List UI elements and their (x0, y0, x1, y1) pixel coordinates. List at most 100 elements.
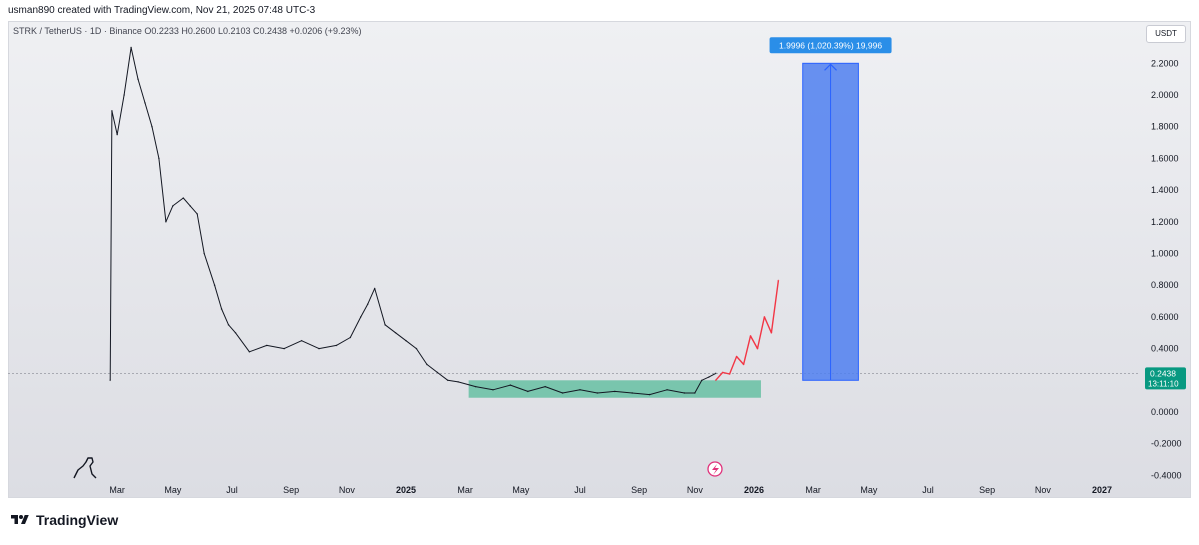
symbol-legend: STRK / TetherUS · 1D · Binance O0.2233 H… (13, 26, 362, 36)
x-tick-label: Nov (1035, 485, 1052, 495)
price-series-line-point (648, 393, 651, 396)
price-series-line-point (227, 324, 230, 326)
price-series-line-point (283, 347, 286, 350)
price-series-line-point (457, 381, 460, 383)
price-series-line-point (394, 331, 397, 334)
price-series-line-point (203, 252, 205, 255)
target-label-bg (769, 37, 892, 54)
price-series-line-point (579, 389, 581, 391)
projection-line-point (777, 279, 780, 282)
price-series-line-point (405, 339, 407, 342)
price-series-line-point (694, 392, 696, 394)
price-series-line-point (318, 347, 320, 350)
accumulation-range-box[interactable] (468, 380, 761, 398)
price-series-line (109, 47, 716, 396)
dinosaur-icon (73, 457, 97, 479)
price-series-line-point (544, 385, 546, 388)
projection-line (715, 280, 780, 381)
x-tick-label: May (164, 485, 182, 495)
price-series-line-point (509, 384, 512, 386)
price-series-line-point (384, 324, 386, 326)
price-series-line-point (130, 46, 132, 49)
price-series-line-point (111, 110, 113, 112)
price-series-line-point (614, 390, 616, 393)
price-series-line-point (182, 197, 185, 199)
price-series-line-point (109, 379, 111, 382)
price-series-line-point (116, 133, 118, 136)
x-tick-label: 2026 (744, 485, 764, 495)
projection-line-point (728, 373, 731, 375)
y-tick-label: -0.2000 (1151, 439, 1182, 449)
y-tick-label: 1.0000 (1151, 249, 1179, 259)
price-series-line-point (714, 372, 717, 375)
x-tick-label: Sep (979, 485, 995, 495)
x-tick-label: Mar (109, 485, 125, 495)
x-tick-label: Nov (339, 485, 356, 495)
x-tick-label: Mar (805, 485, 821, 495)
projection-line-point (763, 316, 766, 318)
projection-line-point (714, 379, 717, 382)
price-series-line-point (596, 392, 599, 394)
y-tick-label: 0.0000 (1151, 407, 1179, 417)
price-series-line-point (683, 392, 686, 394)
price-series-line-point (527, 390, 529, 393)
price-series-line-point (373, 287, 376, 290)
price-series-line-point (446, 379, 449, 382)
price-series-line-point (349, 336, 352, 339)
price-series-line-point (415, 347, 418, 350)
y-tick-label: -0.4000 (1151, 470, 1182, 480)
price-series-line-point (426, 363, 428, 366)
chart-frame (8, 21, 1191, 498)
footer-logo[interactable]: TradingView (8, 512, 118, 528)
price-series-line-point (266, 344, 268, 347)
price-series-line-point (137, 78, 139, 80)
x-tick-label: Jul (226, 485, 238, 495)
price-series-line-point (492, 389, 494, 391)
price-series-line-point (335, 344, 338, 347)
price-series-line-point (436, 371, 439, 374)
y-tick-label: 2.0000 (1151, 90, 1179, 100)
target-label: 1.9996 (1,020.39%) 19,996 (779, 40, 882, 50)
projection-line-point (742, 363, 745, 366)
price-series-line-point (701, 379, 703, 382)
x-tick-label: Nov (687, 485, 704, 495)
price-series-line-point (165, 221, 167, 223)
current-price-label-bg (1145, 367, 1186, 390)
price-series-line-point (144, 102, 146, 104)
price-series-line-point (220, 308, 223, 310)
price-series-line-point (172, 205, 174, 207)
x-tick-label: 2027 (1092, 485, 1112, 495)
x-tick-label: Mar (457, 485, 473, 495)
lightning-bolt-icon (712, 464, 719, 475)
x-tick-label: Jul (574, 485, 586, 495)
projection-line-point (721, 371, 724, 374)
price-series-line-point (561, 392, 564, 394)
price-series-line-point (474, 385, 477, 388)
footer-brand: TradingView (36, 512, 119, 528)
price-series-line-point (300, 339, 303, 342)
current-price-label: 0.2438 (1150, 368, 1176, 378)
y-tick-label: 1.6000 (1151, 153, 1179, 163)
price-series-line-point (151, 125, 153, 128)
projection-line-point (749, 335, 752, 337)
price-series-line-point (158, 157, 160, 160)
target-arrowhead (824, 63, 837, 71)
price-series-line-point (248, 350, 251, 353)
price-series-line-point (631, 392, 633, 394)
y-tick-label: 0.6000 (1151, 312, 1179, 322)
x-tick-label: May (860, 485, 878, 495)
price-series-line-point (196, 213, 198, 215)
tradingview-logo-icon (11, 515, 29, 524)
price-series-line-point (123, 94, 125, 96)
price-series-line-point (189, 205, 192, 207)
chart-author-header: usman890 created with TradingView.com, N… (8, 5, 316, 16)
x-tick-label: Jul (922, 485, 934, 495)
price-series-line-point (366, 303, 369, 306)
y-tick-label: 1.8000 (1151, 122, 1179, 132)
price-series-line-point (707, 376, 710, 378)
currency-button[interactable]: USDT (1146, 25, 1186, 43)
price-series-line-point (359, 316, 362, 318)
projection-line-point (770, 331, 773, 334)
y-tick-label: 1.2000 (1151, 217, 1179, 227)
